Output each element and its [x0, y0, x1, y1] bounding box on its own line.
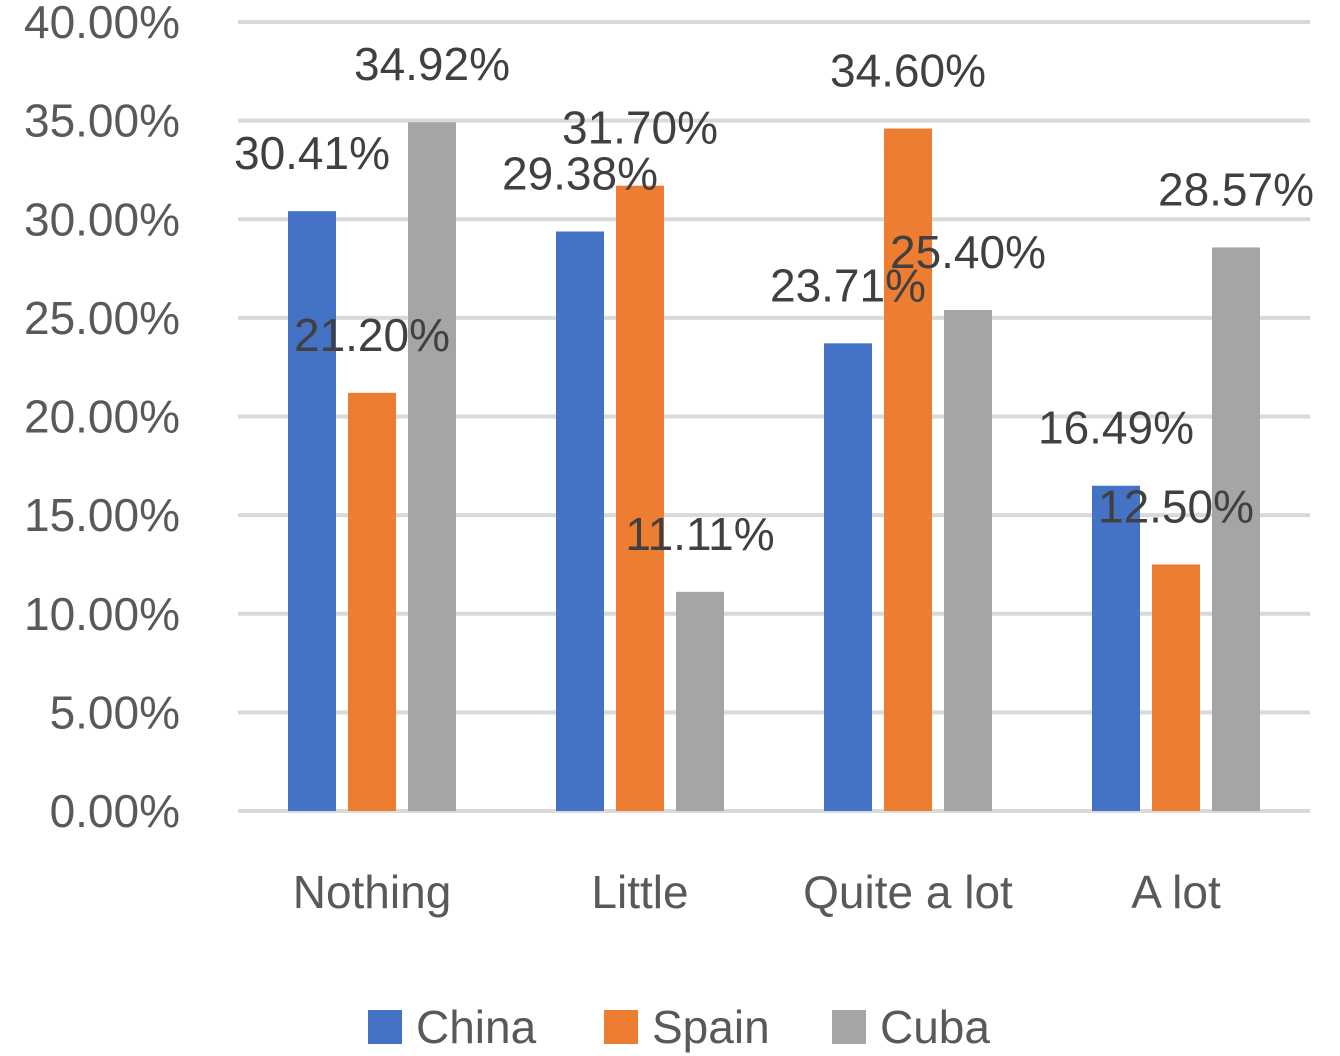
legend-swatch-spain — [604, 1010, 638, 1044]
x-category-label: A lot — [1131, 866, 1221, 918]
data-labels: 30.41% 21.20% 34.92% 29.38%31.70% 11.11% 23.7… — [234, 38, 1314, 560]
legend-swatch-cuba — [832, 1010, 866, 1044]
bar-cuba-0 — [408, 122, 456, 811]
data-label: 31.70% — [562, 102, 718, 154]
legend-label-cuba: Cuba — [880, 1001, 990, 1053]
bar-china-0 — [288, 211, 336, 812]
legend-swatch-china — [368, 1010, 402, 1044]
bars — [288, 122, 1260, 812]
bar-spain-1 — [616, 185, 664, 811]
x-category-label: Little — [591, 866, 688, 918]
bar-china-2 — [824, 343, 872, 811]
y-tick-label: 25.00% — [24, 292, 180, 344]
legend: China Spain Cuba — [368, 1001, 990, 1053]
y-tick-label: 0.00% — [50, 785, 180, 837]
y-tick-label: 10.00% — [24, 588, 180, 640]
data-label: 34.92% — [354, 38, 510, 90]
y-tick-label: 15.00% — [24, 489, 180, 541]
y-tick-label: 35.00% — [24, 95, 180, 147]
data-label: 25.40% — [890, 226, 1046, 278]
data-label: 29.38% — [502, 147, 658, 199]
bar-china-3 — [1092, 485, 1140, 811]
legend-label-spain: Spain — [652, 1001, 770, 1053]
y-tick-label: 20.00% — [24, 391, 180, 443]
bar-spain-2 — [884, 128, 932, 811]
data-label: 12.50% — [1098, 480, 1254, 532]
x-category-label: Quite a lot — [803, 866, 1013, 918]
legend-label-china: China — [416, 1001, 537, 1053]
data-label: 34.60% — [830, 45, 986, 97]
y-tick-label: 30.00% — [24, 193, 180, 245]
data-label: 23.71% — [770, 259, 926, 311]
data-label: 21.20% — [294, 309, 450, 361]
bar-china-1 — [556, 231, 604, 812]
y-tick-label: 40.00% — [24, 0, 180, 48]
data-label: 30.41% — [234, 127, 390, 179]
bar-spain-3 — [1152, 564, 1200, 811]
data-label: 16.49% — [1038, 402, 1194, 454]
bar-cuba-3 — [1212, 247, 1260, 811]
data-label: 28.57% — [1158, 163, 1314, 215]
data-label: 11.11% — [625, 508, 774, 560]
x-category-label: Nothing — [293, 866, 452, 918]
bar-cuba-2 — [944, 309, 992, 811]
y-tick-label: 5.00% — [50, 686, 180, 738]
bar-spain-0 — [348, 392, 396, 811]
y-axis-tick-labels: 0.00% 5.00% 10.00% 15.00% 20.00% 25.00% 30.00%… — [24, 0, 180, 837]
bar-cuba-1 — [676, 591, 724, 811]
x-axis-category-labels: Nothing Little Quite a lot A lot — [293, 866, 1221, 918]
